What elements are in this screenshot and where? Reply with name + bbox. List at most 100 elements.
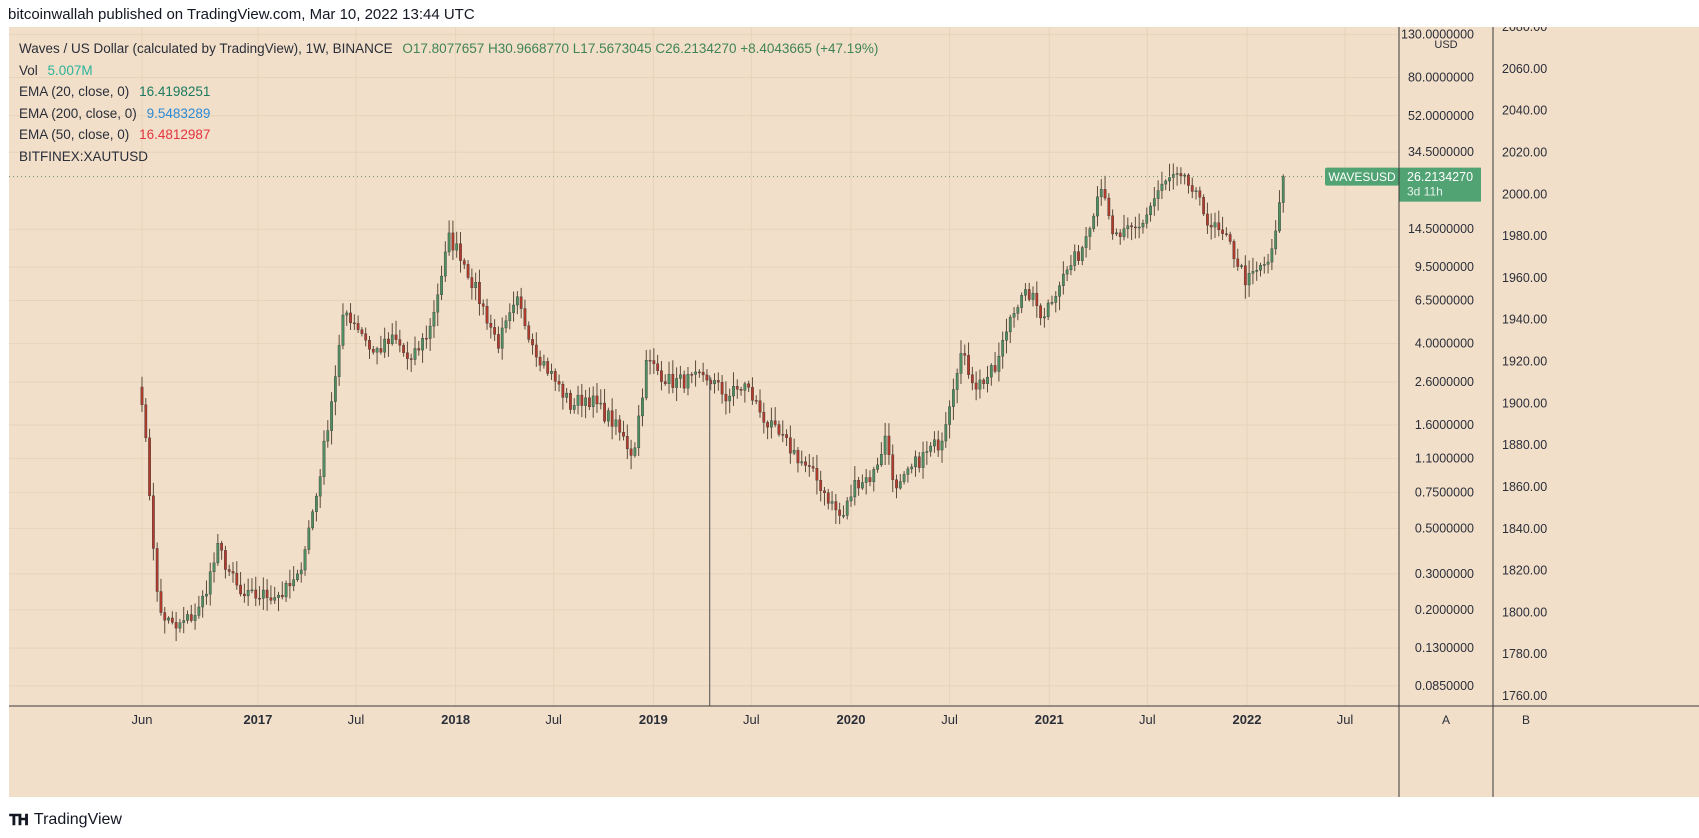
- candle-body[interactable]: [242, 593, 246, 597]
- candle-body[interactable]: [747, 383, 751, 388]
- candle-body[interactable]: [531, 339, 534, 346]
- candle-body[interactable]: [258, 597, 261, 600]
- candle-body[interactable]: [481, 303, 485, 307]
- candle-body[interactable]: [588, 397, 591, 408]
- candle-body[interactable]: [277, 594, 280, 598]
- candle-body[interactable]: [955, 373, 959, 390]
- candle-body[interactable]: [140, 386, 144, 405]
- candle-body[interactable]: [762, 411, 766, 423]
- candle-body[interactable]: [193, 615, 197, 621]
- candle-body[interactable]: [967, 355, 970, 375]
- candle-body[interactable]: [413, 348, 417, 360]
- candle-body[interactable]: [390, 334, 394, 344]
- candle-body[interactable]: [421, 337, 424, 351]
- candle-body[interactable]: [1278, 202, 1281, 232]
- candle-body[interactable]: [326, 430, 330, 442]
- candle-body[interactable]: [982, 379, 986, 384]
- candle-body[interactable]: [345, 312, 349, 316]
- candle-body[interactable]: [804, 461, 807, 466]
- candle-body[interactable]: [660, 370, 663, 382]
- candle-body[interactable]: [648, 360, 652, 362]
- candle-body[interactable]: [1156, 190, 1160, 199]
- candle-body[interactable]: [337, 345, 341, 377]
- candle-body[interactable]: [280, 594, 284, 598]
- candle-body[interactable]: [1236, 258, 1240, 267]
- candle-body[interactable]: [155, 548, 159, 592]
- candle-body[interactable]: [189, 614, 193, 621]
- candle-body[interactable]: [224, 550, 227, 570]
- candle-body[interactable]: [898, 481, 902, 489]
- candle-body[interactable]: [572, 405, 576, 410]
- candle-body[interactable]: [815, 468, 819, 481]
- candle-body[interactable]: [1209, 224, 1213, 228]
- candle-body[interactable]: [417, 348, 421, 351]
- candle-body[interactable]: [565, 392, 569, 398]
- candle-body[interactable]: [1080, 247, 1084, 261]
- candle-body[interactable]: [569, 392, 572, 410]
- candle-body[interactable]: [1001, 340, 1005, 357]
- candle-body[interactable]: [823, 490, 826, 493]
- candle-body[interactable]: [807, 465, 811, 467]
- candle-body[interactable]: [697, 371, 701, 374]
- candle-body[interactable]: [493, 327, 496, 335]
- candle-body[interactable]: [387, 338, 390, 344]
- candle-body[interactable]: [455, 243, 459, 251]
- candle-body[interactable]: [1232, 241, 1236, 260]
- candle-body[interactable]: [474, 282, 478, 289]
- candle-body[interactable]: [1171, 174, 1175, 178]
- candle-body[interactable]: [576, 394, 580, 406]
- candle-body[interactable]: [770, 420, 773, 428]
- candle-body[interactable]: [1266, 261, 1270, 265]
- candle-body[interactable]: [1058, 285, 1061, 297]
- candle-body[interactable]: [622, 432, 625, 437]
- candle-body[interactable]: [842, 515, 845, 517]
- candle-body[interactable]: [375, 348, 379, 353]
- candle-body[interactable]: [792, 450, 796, 454]
- candle-body[interactable]: [936, 439, 940, 451]
- candle-body[interactable]: [910, 466, 914, 470]
- candle-body[interactable]: [720, 381, 724, 395]
- candle-body[interactable]: [637, 415, 641, 449]
- candle-body[interactable]: [538, 356, 542, 366]
- candle-body[interactable]: [716, 380, 720, 383]
- candle-body[interactable]: [144, 404, 148, 439]
- candle-body[interactable]: [212, 562, 216, 572]
- candle-body[interactable]: [732, 385, 735, 397]
- candle-body[interactable]: [1046, 302, 1050, 317]
- candle-body[interactable]: [159, 591, 163, 613]
- candle-body[interactable]: [227, 569, 231, 572]
- candle-body[interactable]: [1243, 265, 1247, 286]
- candle-body[interactable]: [201, 595, 205, 608]
- candle-body[interactable]: [724, 393, 728, 402]
- candle-body[interactable]: [1027, 289, 1031, 300]
- candle-body[interactable]: [443, 251, 447, 277]
- chart-frame[interactable]: WAVESUSD 26.2134270 3d 11h 130.0000000 80.00…: [9, 27, 1699, 797]
- candle-body[interactable]: [861, 482, 864, 489]
- candle-body[interactable]: [834, 501, 838, 511]
- candle-body[interactable]: [1240, 265, 1243, 267]
- candle-body[interactable]: [929, 445, 933, 452]
- candle-body[interactable]: [1251, 271, 1255, 274]
- candle-body[interactable]: [303, 549, 307, 571]
- candle-body[interactable]: [758, 400, 762, 413]
- candle-body[interactable]: [1259, 265, 1262, 271]
- symbol-price-tag[interactable]: [1325, 167, 1399, 186]
- candle-body[interactable]: [1111, 215, 1115, 235]
- candle-body[interactable]: [728, 395, 732, 402]
- candle-body[interactable]: [671, 374, 675, 388]
- candle-body[interactable]: [239, 584, 242, 595]
- candle-body[interactable]: [299, 569, 303, 575]
- candle-body[interactable]: [1069, 265, 1073, 271]
- candle-body[interactable]: [151, 495, 155, 549]
- candle-body[interactable]: [246, 589, 250, 597]
- candle-body[interactable]: [906, 468, 910, 475]
- candle-body[interactable]: [743, 383, 747, 391]
- candle-body[interactable]: [402, 345, 405, 353]
- footer[interactable]: 𝐓𝐇 TradingView: [9, 808, 122, 832]
- candle-body[interactable]: [644, 360, 648, 399]
- candle-body[interactable]: [580, 394, 584, 406]
- candle-body[interactable]: [614, 419, 618, 427]
- candle-body[interactable]: [231, 571, 235, 574]
- candle-body[interactable]: [163, 612, 167, 621]
- candle-body[interactable]: [1187, 174, 1190, 186]
